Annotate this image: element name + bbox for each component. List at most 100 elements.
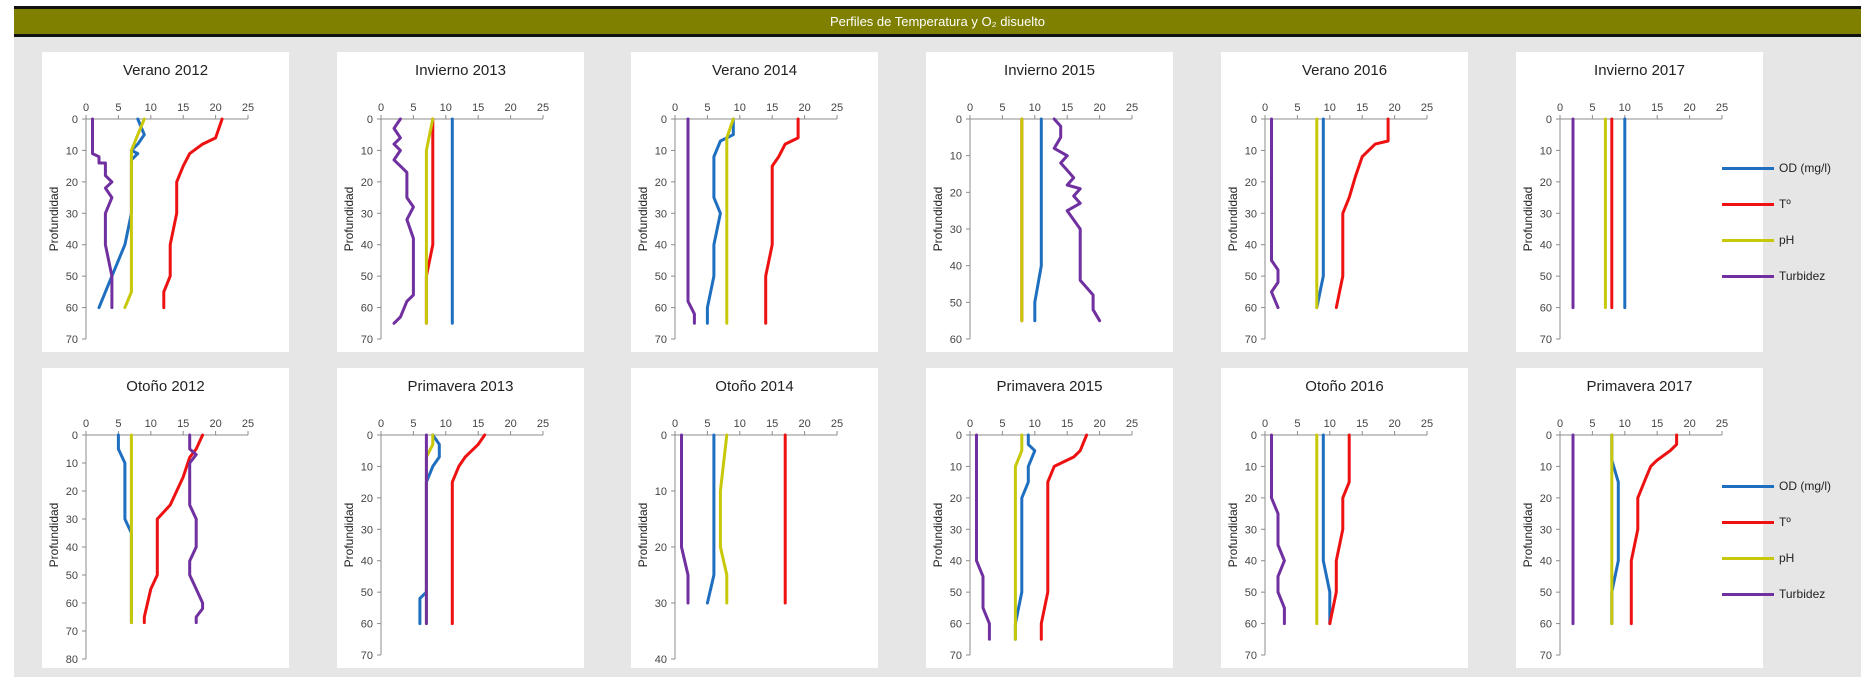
chart-legend: OD (mg/l) Tº pH Turbidez (1722, 160, 1861, 310)
x-tick-label: 10 (1029, 102, 1041, 114)
y-tick-label: 0 (956, 430, 962, 442)
chart-panel: Otoño 2016 0 5 10 15 20 25 0 10 20 30 40 50 60 70 Profu… (1221, 368, 1468, 668)
y-tick-label: 50 (1540, 271, 1552, 283)
y-tick-label: 70 (361, 650, 373, 662)
x-tick-label: 10 (145, 418, 157, 430)
y-tick-label: 40 (361, 240, 373, 252)
x-tick-label: 5 (115, 102, 121, 114)
y-axis-label: Profundidad (1521, 503, 1535, 568)
x-tick-label: 20 (1093, 102, 1105, 114)
x-tick-label: 0 (672, 102, 678, 114)
x-tick-label: 0 (1262, 102, 1268, 114)
x-tick-label: 15 (766, 102, 778, 114)
x-tick-label: 20 (1683, 102, 1695, 114)
legend-label: OD (mg/l) (1779, 161, 1831, 175)
y-tick-label: 70 (1245, 650, 1257, 662)
series-line-ph (1013, 433, 1024, 641)
legend-item: Tº (1722, 514, 1791, 530)
y-tick-label: 60 (1540, 619, 1552, 631)
y-tick-label: 70 (950, 650, 962, 662)
y-tick-label: 40 (655, 654, 667, 666)
series-line-ph (123, 117, 146, 310)
page-title: Perfiles de Temperatura y O₂ disuelto (14, 6, 1861, 37)
y-tick-label: 40 (1540, 556, 1552, 568)
chart-panel: Primavera 2017 0 5 10 15 20 25 0 10 20 30 40 50 60 70 P… (1516, 368, 1763, 668)
x-tick-label: 20 (798, 102, 810, 114)
y-tick-label: 40 (655, 240, 667, 252)
series-line-turbidez (1052, 117, 1102, 323)
depth-profile-chart: 0 5 10 15 20 25 0 10 20 30 40 50 60 70 Profundidad (1521, 102, 1728, 346)
y-tick-label: 0 (72, 114, 78, 126)
y-tick-label: 20 (950, 187, 962, 199)
y-tick-label: 50 (950, 297, 962, 309)
x-tick-label: 0 (1557, 102, 1563, 114)
y-tick-label: 40 (950, 261, 962, 273)
y-tick-label: 50 (361, 587, 373, 599)
y-tick-label: 30 (655, 208, 667, 220)
y-axis-label: Profundidad (636, 503, 650, 568)
x-tick-label: 10 (734, 418, 746, 430)
depth-profile-chart: 0 5 10 15 20 25 0 10 20 30 40 50 60 70 Profundidad (342, 102, 549, 346)
series-line-od (705, 117, 735, 325)
y-tick-label: 10 (361, 461, 373, 473)
y-tick-label: 60 (361, 619, 373, 631)
y-tick-label: 10 (1540, 145, 1552, 157)
y-tick-label: 30 (361, 208, 373, 220)
series-line-turbidez (1270, 117, 1280, 310)
chart-title: Verano 2012 (122, 62, 209, 79)
y-tick-label: 40 (1540, 240, 1552, 252)
y-tick-label: 20 (1540, 177, 1552, 189)
x-tick-label: 0 (83, 418, 89, 430)
y-tick-label: 0 (367, 114, 373, 126)
y-tick-label: 20 (1540, 493, 1552, 505)
y-tick-label: 40 (950, 556, 962, 568)
x-tick-label: 10 (1619, 102, 1631, 114)
y-tick-label: 60 (655, 303, 667, 315)
y-tick-label: 0 (367, 430, 373, 442)
x-tick-label: 10 (440, 102, 452, 114)
y-tick-label: 0 (1251, 114, 1257, 126)
y-tick-label: 40 (1245, 240, 1257, 252)
chart-panel: Invierno 2015 0 5 10 15 20 25 0 10 20 30 40 50 60 Prof… (926, 52, 1173, 352)
legend-label: Turbidez (1779, 587, 1826, 601)
y-tick-label: 70 (66, 626, 78, 638)
series-line-t (1039, 433, 1089, 641)
y-tick-label: 60 (950, 619, 962, 631)
y-tick-label: 30 (655, 598, 667, 610)
x-tick-label: 20 (504, 102, 516, 114)
x-tick-label: 25 (242, 418, 254, 430)
legend-swatch (1722, 520, 1774, 524)
legend-swatch (1722, 556, 1774, 560)
x-tick-label: 20 (1683, 418, 1695, 430)
legend-item: OD (mg/l) (1722, 160, 1831, 176)
chart-title: Otoño 2012 (126, 378, 205, 395)
x-tick-label: 5 (115, 418, 121, 430)
series-line-t (764, 117, 800, 325)
x-tick-label: 15 (1651, 102, 1663, 114)
y-tick-label: 30 (950, 224, 962, 236)
y-tick-label: 40 (66, 542, 78, 554)
y-tick-label: 70 (66, 334, 78, 346)
y-tick-label: 0 (956, 114, 962, 126)
y-tick-label: 30 (66, 208, 78, 220)
x-tick-label: 20 (209, 102, 221, 114)
x-tick-label: 5 (999, 418, 1005, 430)
x-tick-label: 5 (1294, 102, 1300, 114)
chart-title: Invierno 2017 (1594, 62, 1685, 79)
chart-panel: Primavera 2013 0 5 10 15 20 25 0 10 20 30 40 50 60 70 P… (337, 368, 584, 668)
legend-item: OD (mg/l) (1722, 478, 1831, 494)
x-tick-label: 15 (177, 102, 189, 114)
x-tick-label: 0 (672, 418, 678, 430)
y-tick-label: 70 (361, 334, 373, 346)
x-tick-label: 25 (1716, 102, 1728, 114)
y-axis-label: Profundidad (931, 187, 945, 252)
y-tick-label: 70 (655, 334, 667, 346)
series-line-t (1629, 433, 1679, 626)
y-tick-label: 0 (72, 430, 78, 442)
legend-label: Turbidez (1779, 269, 1826, 283)
y-tick-label: 20 (66, 486, 78, 498)
x-tick-label: 15 (766, 418, 778, 430)
x-tick-label: 15 (1061, 418, 1073, 430)
legend-swatch (1722, 166, 1774, 170)
x-tick-label: 20 (504, 418, 516, 430)
